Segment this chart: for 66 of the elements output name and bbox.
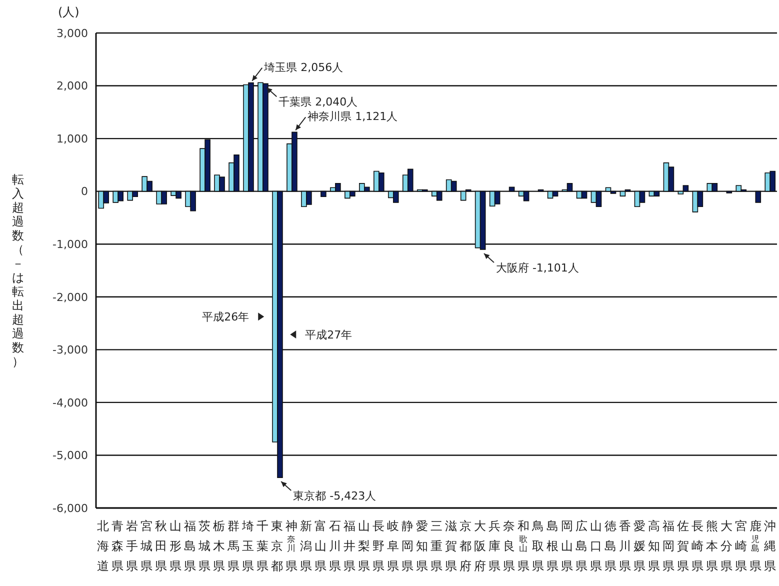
x-tick-label: 宮崎県 bbox=[734, 519, 747, 573]
x-tick-label: 三重県 bbox=[430, 519, 442, 573]
x-tick-label: 佐賀県 bbox=[676, 519, 689, 573]
annotation: 埼玉県 2,056人 bbox=[263, 60, 344, 74]
annotation: 東京都 -5,423人 bbox=[293, 490, 376, 503]
x-tick-label: 高知県 bbox=[648, 519, 660, 573]
x-tick-label: 群馬県 bbox=[226, 519, 240, 573]
annotation: 千葉県 2,040人 bbox=[278, 96, 358, 109]
x-tick-label: 愛知県 bbox=[416, 519, 428, 573]
x-tick-label: 岡山県 bbox=[560, 519, 573, 573]
x-tick-label: 岐阜県 bbox=[387, 519, 400, 573]
y-tick-label: -6,000 bbox=[52, 502, 88, 515]
x-tick-label: 滋賀県 bbox=[444, 519, 457, 573]
y-tick-label: 2,000 bbox=[56, 80, 88, 93]
x-tick-label: 京都府 bbox=[459, 519, 472, 573]
x-tick-label: 山口県 bbox=[590, 519, 602, 573]
x-tick-label: 秋田県 bbox=[155, 519, 168, 573]
annotation: 大阪府 -1,101人 bbox=[496, 261, 579, 274]
x-tick-label: 大分県 bbox=[720, 519, 732, 573]
text: 平成26年 bbox=[202, 310, 250, 324]
y-tick-label: 3,000 bbox=[56, 26, 88, 40]
x-tick-label: 富山県 bbox=[314, 519, 327, 573]
x-tick-label: 広島県 bbox=[575, 519, 588, 573]
x-tick-label: 鹿児島県 bbox=[749, 519, 762, 573]
y-tick-label: -3,000 bbox=[52, 344, 88, 357]
x-tick-label: 神奈川県 bbox=[286, 519, 298, 573]
x-tick-label: 香川県 bbox=[618, 519, 631, 573]
x-tick-label: 北海道 bbox=[97, 519, 110, 573]
x-tick-label: 愛媛県 bbox=[633, 519, 646, 573]
x-tick-label: 茨城県 bbox=[198, 519, 211, 573]
x-tick-label: 宮城県 bbox=[140, 519, 153, 573]
x-tick-label: 長崎県 bbox=[691, 519, 704, 573]
x-tick-label: 東京都 bbox=[271, 519, 284, 573]
text: 転入超過数（－は転出超過数） bbox=[12, 172, 24, 368]
x-tick-label: 福岡県 bbox=[662, 519, 674, 573]
x-tick-label: 徳島県 bbox=[604, 519, 616, 573]
y-tick-label: -4,000 bbox=[52, 396, 88, 410]
x-tick-label: 兵庫県 bbox=[488, 519, 500, 573]
x-tick-label: 山梨県 bbox=[358, 519, 370, 573]
x-tick-label: 鳥取県 bbox=[530, 519, 544, 573]
x-tick-label: 青森県 bbox=[112, 519, 124, 573]
y-tick-label: -5,000 bbox=[52, 449, 88, 462]
x-tick-label: 石川県 bbox=[329, 519, 342, 573]
y-tick-label: 1,000 bbox=[56, 132, 88, 146]
x-tick-label: 栃木県 bbox=[213, 519, 226, 573]
y-tick-label: -2,000 bbox=[52, 290, 88, 304]
x-tick-label: 大阪府 bbox=[474, 519, 486, 573]
y-tick-label: -1,000 bbox=[52, 238, 88, 252]
x-tick-label: 新潟県 bbox=[300, 519, 312, 573]
x-tick-label: 沖縄県 bbox=[762, 519, 776, 573]
x-tick-label: 福井県 bbox=[344, 519, 356, 573]
x-tick-label: 埼玉県 bbox=[241, 519, 254, 573]
x-tick-label: 長野県 bbox=[372, 519, 385, 573]
x-tick-label: 熊本県 bbox=[706, 519, 718, 573]
x-tick-label: 福島県 bbox=[184, 519, 196, 573]
x-tick-label: 静岡県 bbox=[402, 519, 414, 573]
x-tick-label: 岩手県 bbox=[126, 519, 138, 573]
x-tick-label: 和歌山県 bbox=[517, 519, 530, 573]
x-tick-label: 山形県 bbox=[170, 519, 182, 573]
x-tick-label: 千葉県 bbox=[256, 519, 269, 573]
annotation: 神奈川県 1,121人 bbox=[308, 110, 398, 124]
y-tick-label: 0 bbox=[81, 185, 88, 198]
text: (人) bbox=[58, 4, 80, 21]
text: 平成27年 bbox=[305, 328, 352, 342]
x-tick-label: 奈良県 bbox=[502, 519, 515, 573]
x-tick-label: 島根県 bbox=[546, 519, 558, 573]
